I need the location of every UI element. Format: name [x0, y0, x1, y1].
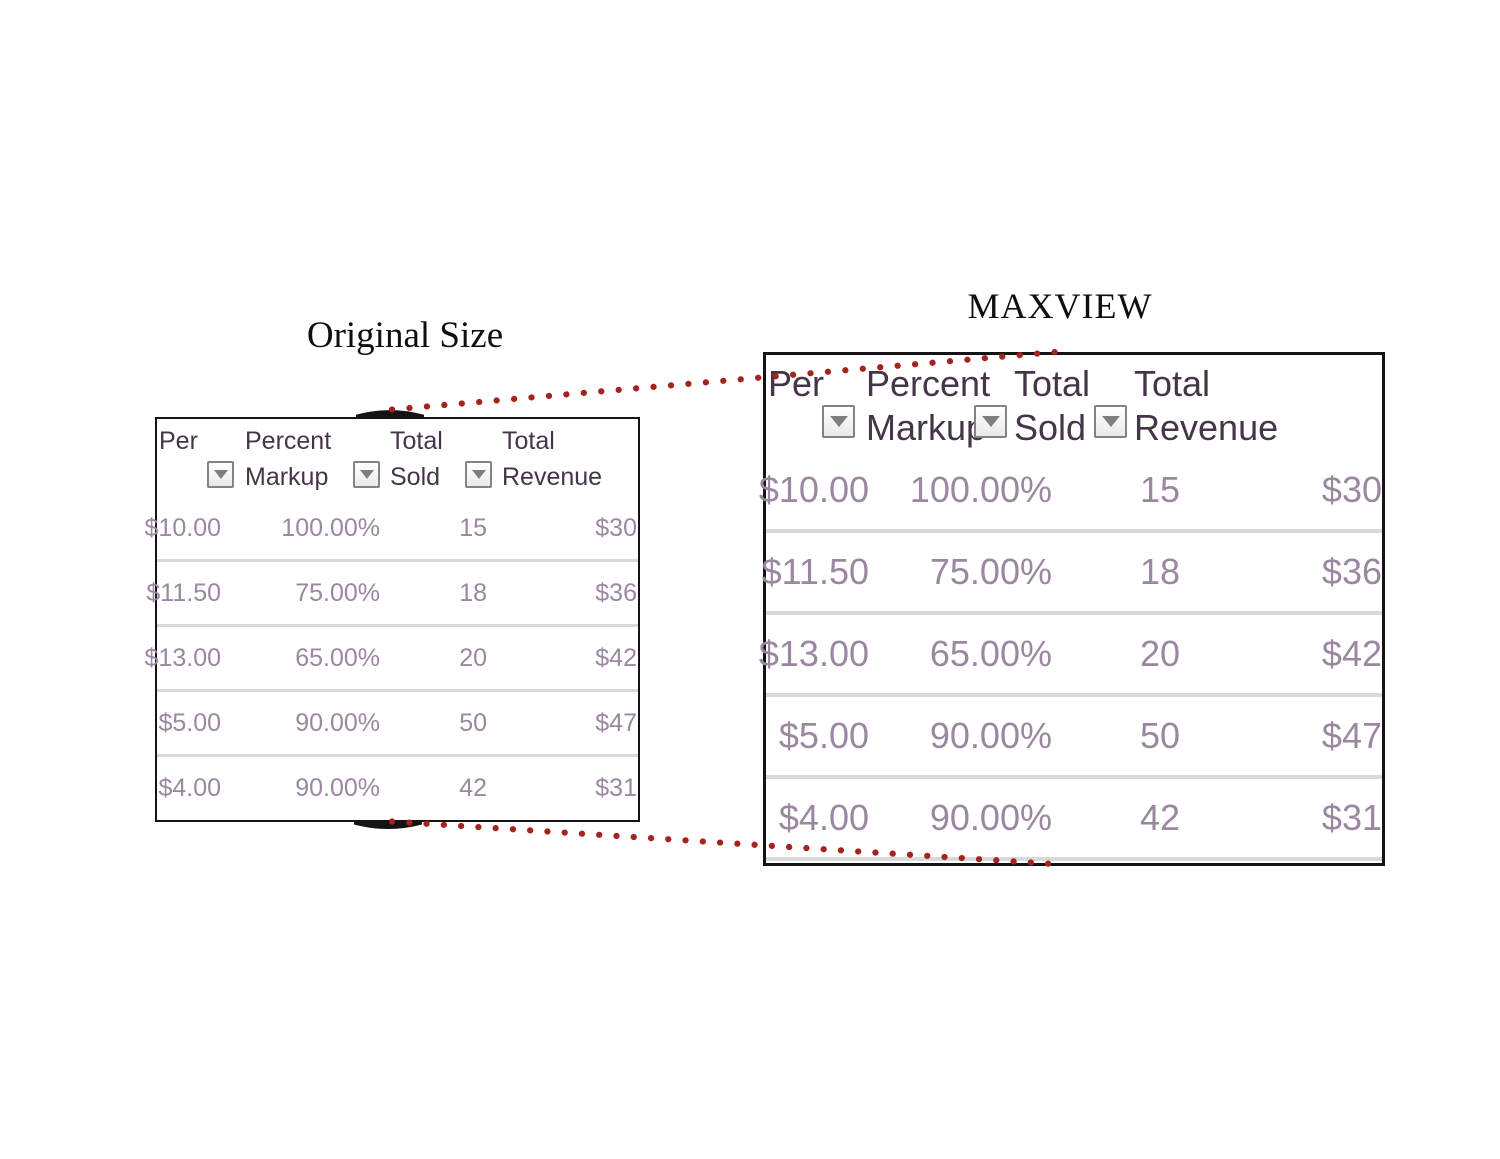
cell-percent-markup: 90.00%	[295, 773, 380, 802]
cell-per: $4.00	[158, 773, 221, 802]
table-row: $4.00 90.00% 42 $31	[157, 757, 638, 819]
cell-percent-markup: 90.00%	[929, 797, 1052, 838]
row-separator	[157, 754, 638, 757]
maxview-title: MAXVIEW	[967, 286, 1153, 326]
column-header-per: Per	[159, 427, 198, 455]
original-size-table: Per Percent Total Total Markup Sold Reve…	[145, 417, 640, 822]
cell-total-revenue: $36	[595, 578, 637, 607]
cell-total-revenue: $42	[1321, 633, 1382, 674]
cell-percent-markup: 100.00%	[281, 513, 380, 542]
column-header-percent: Percent	[245, 427, 332, 455]
cell-total-sold: 20	[1139, 633, 1180, 674]
cell-percent-markup: 75.00%	[929, 551, 1052, 592]
cell-total-revenue: $30	[595, 513, 637, 542]
column-header-total-sold-line1: Total	[1014, 363, 1091, 404]
cell-percent-markup: 90.00%	[929, 715, 1052, 756]
cell-per: $11.50	[146, 578, 221, 607]
filter-dropdown-percent-markup[interactable]	[974, 405, 1007, 438]
dropdown-arrow-icon	[471, 470, 486, 479]
table-body: $10.00 100.00% 15 $30 $11.50 75.00% 18 $…	[759, 451, 1382, 861]
dropdown-arrow-icon	[1101, 416, 1120, 427]
table-row: $10.00 100.00% 15 $30	[759, 451, 1382, 529]
column-header-revenue: Revenue	[1134, 407, 1279, 448]
column-header-markup: Markup	[866, 407, 987, 448]
column-header-total-sold-line1: Total	[390, 427, 443, 455]
cell-per: $10.00	[758, 469, 869, 510]
table-body: $10.00 100.00% 15 $30 $11.50 75.00% 18 $…	[145, 497, 638, 819]
table-row: $5.00 90.00% 50 $47	[766, 697, 1382, 775]
cell-total-revenue: $36	[1321, 551, 1382, 592]
filter-dropdown-per[interactable]	[207, 461, 234, 488]
table-row: $13.00 65.00% 20 $42	[145, 627, 638, 689]
cell-percent-markup: 75.00%	[295, 578, 380, 607]
dropdown-arrow-icon	[359, 470, 374, 479]
column-header-sold: Sold	[390, 463, 441, 491]
cell-total-sold: 20	[459, 643, 487, 672]
cell-total-sold: 50	[1139, 715, 1180, 756]
row-separator	[157, 559, 638, 562]
table-header: Per Percent Total Total Markup Sold Reve…	[157, 419, 638, 497]
column-header-total-revenue-line1: Total	[502, 427, 555, 455]
column-header-sold: Sold	[1014, 407, 1087, 448]
table-row: $11.50 75.00% 18 $36	[146, 562, 638, 624]
cell-percent-markup: 65.00%	[929, 633, 1052, 674]
column-header-revenue: Revenue	[502, 463, 603, 491]
filter-dropdown-total-sold[interactable]	[465, 461, 492, 488]
dropdown-arrow-icon	[213, 470, 228, 479]
row-separator	[766, 693, 1382, 697]
table-header: Per Percent Total Total Markup Sold Reve…	[766, 355, 1382, 451]
table-row: $10.00 100.00% 15 $30	[145, 497, 638, 559]
cell-total-revenue: $47	[595, 708, 637, 737]
cell-per: $13.00	[758, 633, 869, 674]
cell-total-sold: 15	[459, 513, 487, 542]
filter-dropdown-percent-markup[interactable]	[353, 461, 380, 488]
row-separator	[766, 611, 1382, 615]
cell-total-revenue: $30	[1321, 469, 1382, 510]
cell-per: $4.00	[778, 797, 869, 838]
cell-total-revenue: $42	[595, 643, 637, 672]
original-size-title: Original Size	[306, 315, 504, 356]
cell-per: $5.00	[158, 708, 221, 737]
cell-percent-markup: 65.00%	[295, 643, 380, 672]
cell-per: $10.00	[144, 513, 221, 542]
cell-percent-markup: 90.00%	[295, 708, 380, 737]
column-header-total-revenue-line1: Total	[1134, 363, 1211, 404]
row-separator	[157, 624, 638, 627]
cell-total-revenue: $31	[595, 773, 637, 802]
row-separator	[157, 689, 638, 692]
column-header-per: Per	[768, 363, 825, 404]
dropdown-arrow-icon	[981, 416, 1000, 427]
table-row: $4.00 90.00% 42 $31	[766, 779, 1382, 857]
cell-total-sold: 42	[1139, 797, 1180, 838]
filter-dropdown-per[interactable]	[822, 405, 855, 438]
filter-dropdown-total-sold[interactable]	[1094, 405, 1127, 438]
cell-total-sold: 42	[459, 773, 487, 802]
cell-total-sold: 15	[1139, 469, 1180, 510]
cell-percent-markup: 100.00%	[909, 469, 1052, 510]
cell-total-revenue: $31	[1321, 797, 1382, 838]
table-row: $11.50 75.00% 18 $36	[762, 533, 1382, 611]
cell-per: $5.00	[778, 715, 869, 756]
row-separator	[766, 857, 1382, 861]
maxview-table: Per Percent Total Total Markup Sold Reve…	[759, 352, 1385, 866]
table-row: $13.00 65.00% 20 $42	[759, 615, 1382, 693]
row-separator	[766, 529, 1382, 533]
cell-total-revenue: $47	[1321, 715, 1382, 756]
cell-total-sold: 18	[459, 578, 487, 607]
cell-total-sold: 18	[1139, 551, 1180, 592]
column-header-markup: Markup	[245, 463, 329, 491]
row-separator	[766, 775, 1382, 779]
column-header-percent: Percent	[866, 363, 991, 404]
cell-per: $13.00	[144, 643, 221, 672]
table-row: $5.00 90.00% 50 $47	[157, 692, 638, 754]
cell-per: $11.50	[761, 551, 869, 592]
dropdown-arrow-icon	[829, 416, 848, 427]
cell-total-sold: 50	[459, 708, 487, 737]
